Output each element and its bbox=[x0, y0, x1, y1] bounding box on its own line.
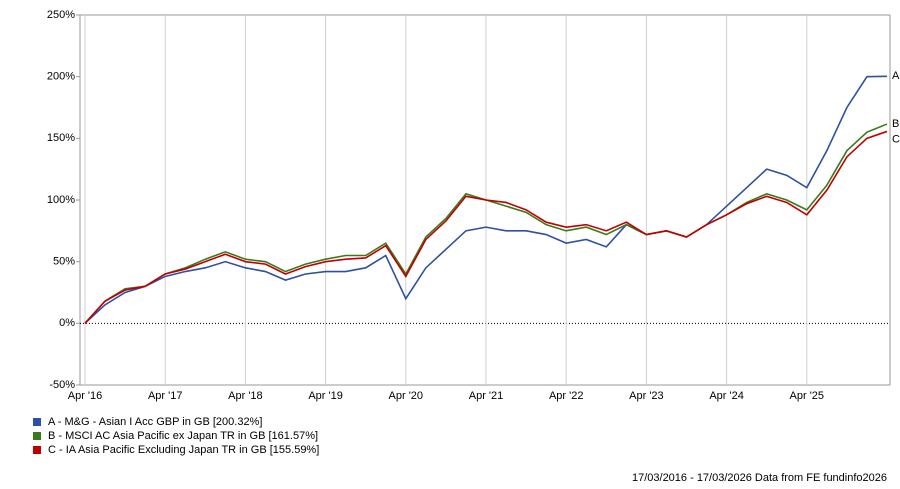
legend-swatch bbox=[33, 446, 41, 454]
legend-swatch bbox=[33, 432, 41, 440]
legend-swatch bbox=[33, 418, 41, 426]
x-tick-label: Apr '19 bbox=[308, 390, 343, 402]
legend-entry: A - M&G - Asian I Acc GBP in GB [200.32%… bbox=[48, 416, 262, 428]
legend-entry: B - MSCI AC Asia Pacific ex Japan TR in … bbox=[48, 430, 318, 442]
x-tick-label: Apr '21 bbox=[469, 390, 504, 402]
x-tick-label: Apr '25 bbox=[790, 390, 825, 402]
end-label: B bbox=[892, 118, 899, 130]
x-tick-label: Apr '20 bbox=[389, 390, 424, 402]
x-tick-label: Apr '24 bbox=[709, 390, 744, 402]
legend-entry: C - IA Asia Pacific Excluding Japan TR i… bbox=[48, 444, 319, 456]
y-tick-label: 100% bbox=[47, 194, 75, 206]
y-tick-label: 50% bbox=[53, 256, 75, 268]
x-tick-label: Apr '23 bbox=[629, 390, 664, 402]
footer: 17/03/2016 - 17/03/2026 Data from FE fun… bbox=[632, 472, 887, 484]
series-line bbox=[84, 75, 888, 324]
x-tick-label: Apr '17 bbox=[148, 390, 183, 402]
y-tick-label: 0% bbox=[59, 317, 75, 329]
y-tick-label: 250% bbox=[47, 9, 75, 21]
y-tick-label: 200% bbox=[47, 71, 75, 83]
x-tick-label: Apr '22 bbox=[549, 390, 584, 402]
x-tick-label: Apr '16 bbox=[68, 390, 103, 402]
series-line bbox=[84, 130, 888, 324]
y-tick-label: -50% bbox=[49, 379, 75, 391]
end-label: A bbox=[892, 70, 900, 82]
y-tick-label: 150% bbox=[47, 132, 75, 144]
x-tick-label: Apr '18 bbox=[228, 390, 263, 402]
end-label: C bbox=[892, 133, 900, 145]
